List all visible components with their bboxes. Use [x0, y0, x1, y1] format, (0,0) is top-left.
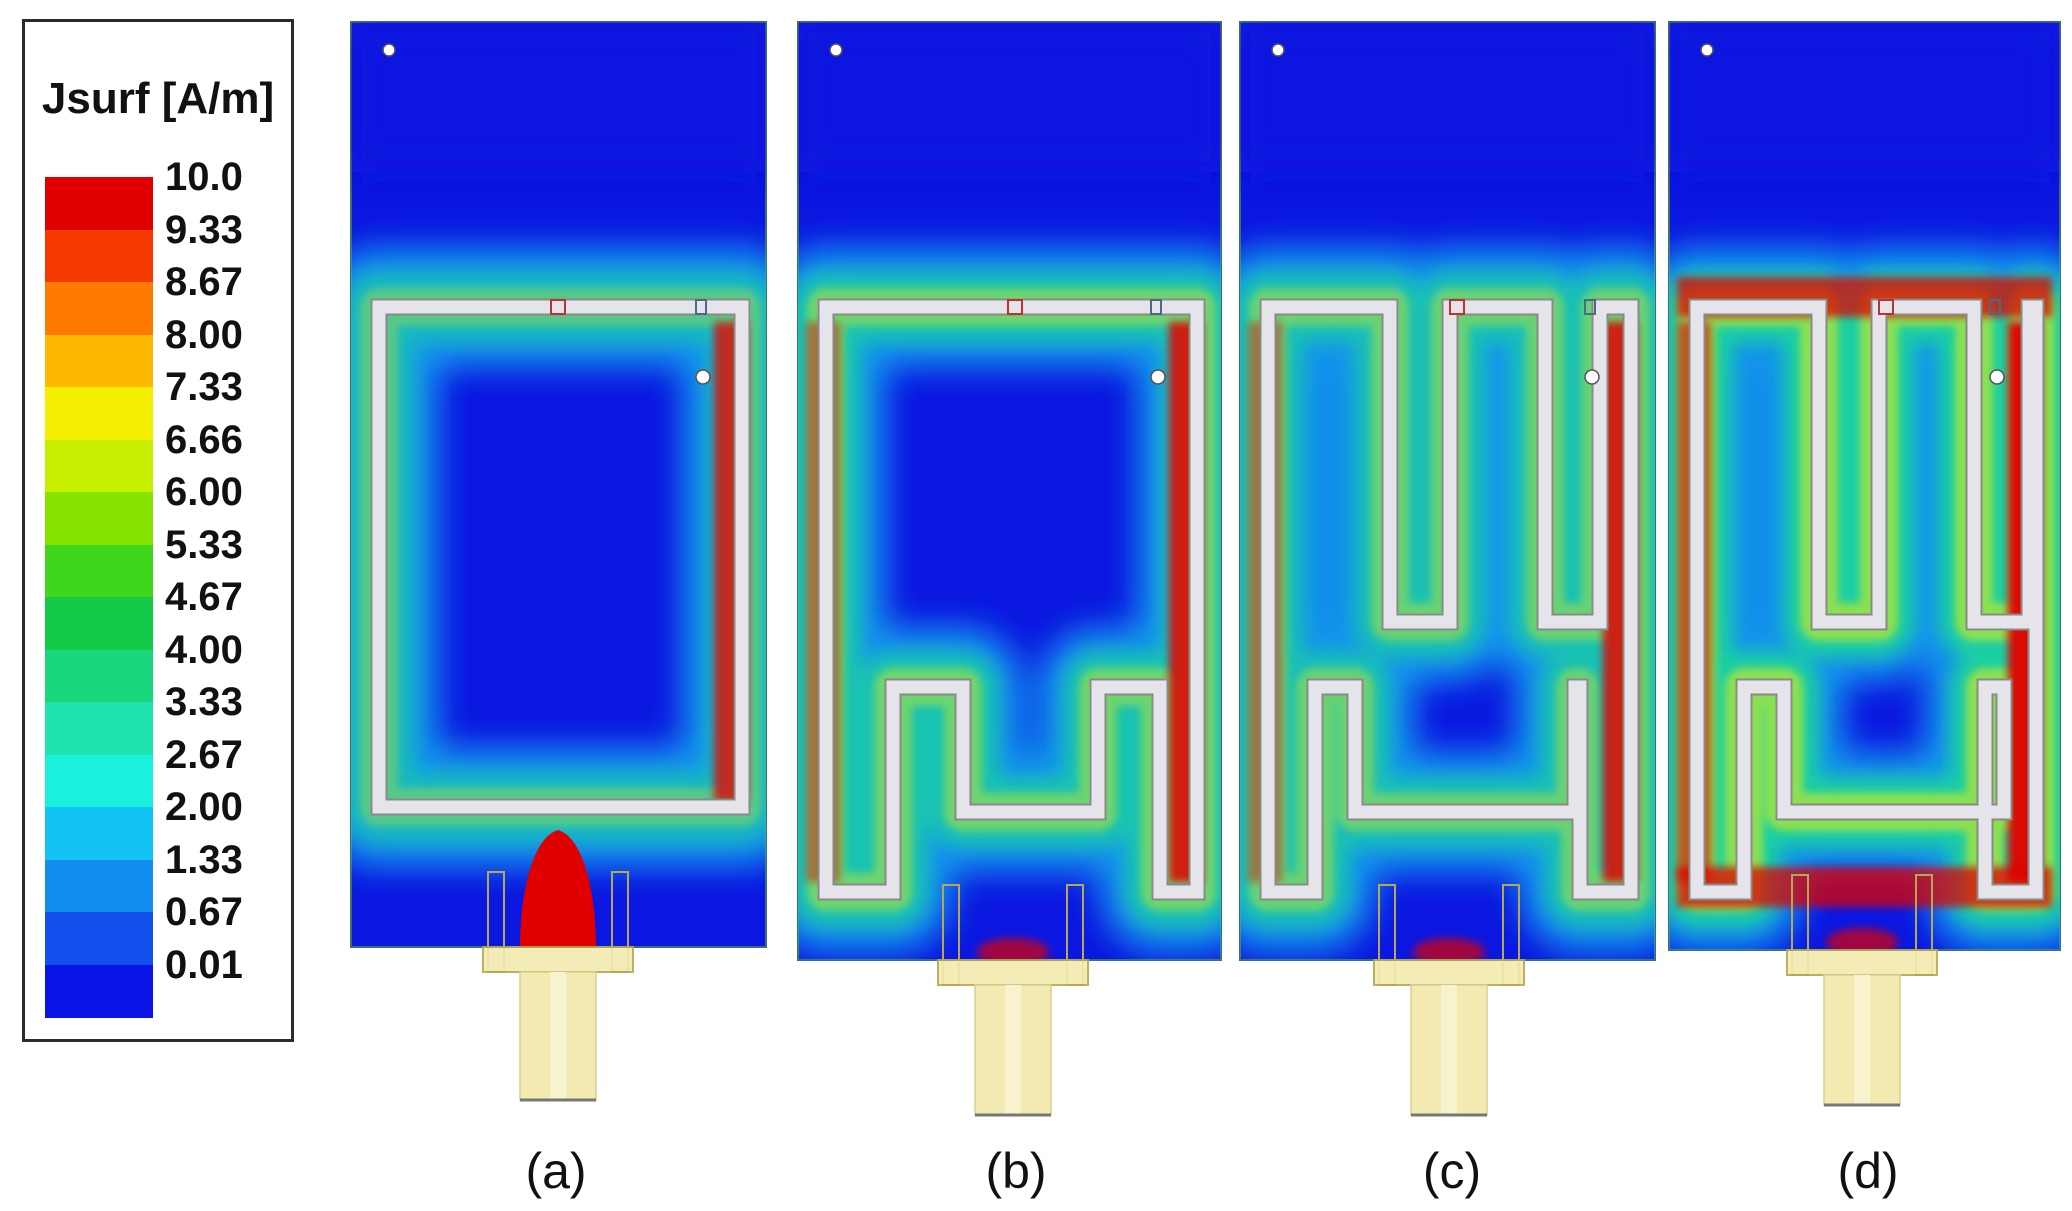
legend-value: 8.67 — [165, 260, 243, 304]
feed-line-core — [550, 972, 566, 1100]
slot-marker — [1584, 299, 1596, 315]
slot-marker — [1007, 299, 1023, 315]
slot-marker — [1449, 299, 1465, 315]
panel-b — [797, 21, 1222, 1117]
panel-caption: (b) — [985, 1143, 1046, 1199]
legend-value: 8.00 — [165, 312, 243, 357]
panel-c — [1239, 21, 1656, 1117]
feed-connector-plate — [937, 959, 1089, 986]
legend-swatch — [45, 859, 153, 913]
feed-hotspot — [520, 830, 596, 947]
legend-swatch — [45, 334, 153, 388]
slot-marker — [1989, 299, 2001, 315]
legend-value: 6.00 — [165, 470, 243, 514]
legend-value: 0.01 — [165, 942, 243, 987]
legend-swatch — [45, 807, 153, 861]
legend-swatch — [45, 282, 153, 336]
trace-strip — [819, 300, 1204, 899]
legend-value: 9.33 — [165, 207, 243, 252]
origin-dot — [829, 43, 843, 57]
feed-line-core — [1441, 985, 1457, 1115]
far-field-region — [351, 22, 766, 172]
legend-swatch — [45, 544, 153, 598]
legend-swatch — [45, 387, 153, 441]
trace-strip — [372, 300, 749, 814]
panel-caption: (a) — [525, 1143, 586, 1199]
slot-marker — [1150, 299, 1162, 315]
legend-swatch — [45, 439, 153, 493]
origin-dot — [1271, 43, 1285, 57]
origin-dot — [382, 43, 396, 57]
panel-caption: (c) — [1423, 1143, 1481, 1199]
feed-line-core — [1005, 985, 1021, 1115]
legend-value: 0.67 — [165, 890, 243, 934]
via-dot — [1584, 369, 1600, 385]
slot-marker — [1878, 299, 1894, 315]
origin-dot — [1700, 43, 1714, 57]
legend-value: 1.33 — [165, 837, 243, 882]
legend-value: 4.67 — [165, 575, 243, 619]
trace-strip — [1690, 300, 2043, 899]
legend-value: 4.00 — [165, 627, 243, 672]
via-dot — [695, 369, 711, 385]
panel-d — [1668, 21, 2061, 1107]
legend-swatch — [45, 912, 153, 966]
legend-value: 7.33 — [165, 365, 243, 409]
far-field-region — [1240, 22, 1655, 172]
legend-value: 2.67 — [165, 732, 243, 777]
trace-strip — [1261, 300, 1638, 899]
slot-marker — [695, 299, 707, 315]
via-dot — [1150, 369, 1166, 385]
far-field-region — [1669, 22, 2060, 172]
feed-hotspot — [1413, 938, 1485, 960]
legend-swatch — [45, 229, 153, 283]
legend-swatch — [45, 649, 153, 703]
legend-swatch — [45, 964, 153, 1018]
legend-value: 2.00 — [165, 785, 243, 829]
far-field-region — [798, 22, 1221, 172]
feed-connector-plate — [482, 946, 634, 973]
legend-swatch — [45, 597, 153, 651]
color-scale-legend: Jsurf [A/m] 10.0 9.33 8.67 8.00 7.33 6.66 6.00… — [22, 19, 294, 1042]
feed-line-core — [1854, 975, 1870, 1105]
feed-hotspot — [1826, 928, 1898, 950]
legend-title: Jsurf [A/m] — [41, 74, 275, 123]
feed-connector-plate — [1373, 959, 1525, 986]
feed-hotspot — [977, 938, 1049, 960]
legend-value: 6.66 — [165, 417, 243, 462]
legend-value: 3.33 — [165, 680, 243, 724]
slot-marker — [550, 299, 566, 315]
legend-value: 5.33 — [165, 522, 243, 567]
legend-swatch — [45, 754, 153, 808]
feed-connector-plate — [1786, 949, 1938, 976]
via-dot — [1989, 369, 2005, 385]
legend-value: 10.0 — [165, 155, 243, 199]
panel-a — [350, 21, 767, 1102]
legend-swatch — [45, 177, 153, 231]
legend-swatch — [45, 702, 153, 756]
legend-swatch — [45, 492, 153, 546]
panel-caption: (d) — [1837, 1143, 1898, 1199]
